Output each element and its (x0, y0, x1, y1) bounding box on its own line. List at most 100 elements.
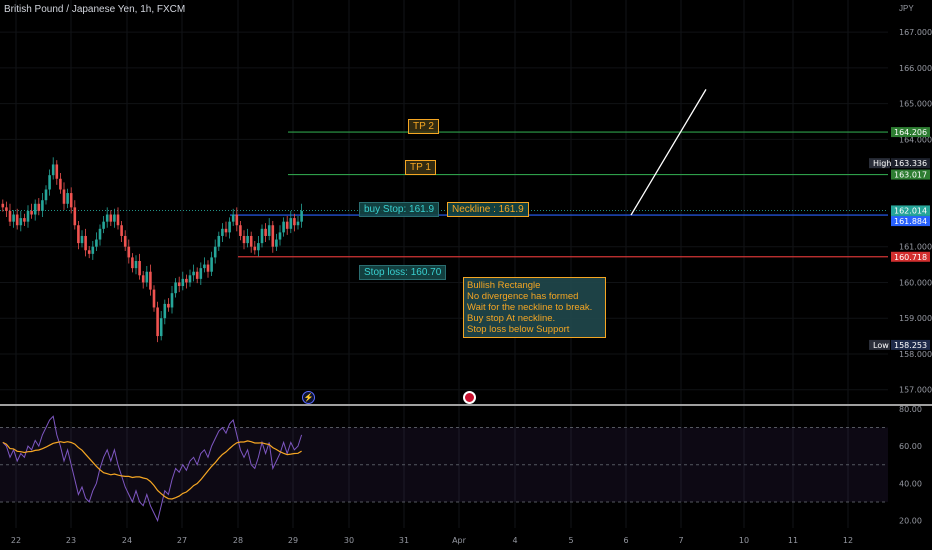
candle-body (206, 264, 210, 272)
rsi-tick-label: 40.00 (899, 479, 922, 488)
note-line: Buy stop At neckline. (467, 313, 556, 324)
candle-body (275, 239, 278, 247)
candle-body (131, 257, 134, 269)
time-tick-label: 22 (11, 536, 21, 545)
price-tick-label: 158.000 (899, 350, 932, 359)
time-tick-label: 29 (288, 536, 298, 545)
candle-body (228, 221, 231, 233)
price-tick-label: 157.000 (899, 386, 932, 395)
note-line: No divergence has formed (467, 291, 579, 302)
stop-loss-price-badge-bg (891, 251, 930, 262)
time-tick-label: 10 (739, 536, 749, 545)
flash-icon[interactable]: ⚡ (302, 391, 315, 404)
time-tick-label: 24 (122, 536, 132, 545)
price-axis-badges: 164.206High163.336163.017162.01455:47161… (869, 127, 930, 350)
candle-body (138, 260, 141, 276)
time-tick-label: 12 (843, 536, 853, 545)
candle-body (69, 193, 73, 208)
price-tick-label: 161.000 (899, 243, 932, 252)
tp1-label[interactable]: TP 1 (405, 160, 436, 175)
note-line: Stop loss below Support (467, 324, 570, 335)
tp1-price-badge: 163.017 (894, 171, 927, 180)
candle-body (300, 210, 303, 222)
currency-label: JPY (899, 4, 914, 13)
time-tick-label: 23 (66, 536, 76, 545)
candle-body (159, 318, 163, 337)
candle-body (210, 257, 213, 272)
time-tick-label: 28 (233, 536, 243, 545)
price-axis[interactable]: 167.000 166.000 165.000 164.000 161.000 160.0… (899, 28, 932, 525)
rsi-tick-label: 80.00 (899, 405, 922, 414)
candle-body (8, 210, 12, 222)
candle-body (293, 218, 296, 226)
candle-body (30, 210, 33, 215)
time-tick-label: 7 (678, 536, 683, 545)
candle-body (239, 225, 242, 236)
rsi-series (2, 415, 303, 523)
candle-body (217, 235, 221, 247)
candle-body (221, 228, 224, 236)
candle-body (235, 214, 239, 226)
note-line: Wait for the neckline to break. (467, 302, 593, 313)
high-price-badge-bg (891, 158, 930, 169)
candle-body (156, 307, 159, 337)
grid (0, 0, 888, 528)
neckline-price-badge-bg (891, 216, 930, 227)
candle-body (84, 235, 87, 251)
time-tick-label: 11 (788, 536, 798, 545)
candle-body (224, 228, 228, 233)
candle-body (109, 214, 113, 222)
candle-body (264, 228, 267, 236)
candle-body (282, 221, 285, 233)
high-tag-bg (869, 158, 890, 169)
neckline-label[interactable]: Neckline : 161.9 (447, 202, 529, 217)
candle-body (289, 218, 293, 229)
candle-body (188, 275, 192, 283)
level-lines (0, 89, 888, 258)
price-tick-label: 166.000 (899, 64, 932, 73)
candle-body (62, 189, 66, 204)
candle-body (260, 228, 264, 244)
buy-stop-label[interactable]: buy Stop: 161.9 (359, 202, 440, 217)
time-tick-label: 31 (399, 536, 409, 545)
candle-body (26, 210, 30, 222)
candle-body (120, 225, 123, 236)
candle-body (242, 235, 246, 244)
candle-body (181, 278, 185, 287)
candle-body (5, 207, 8, 211)
low-price-badge-bg (891, 339, 930, 350)
candle-body (192, 271, 195, 276)
candle-body (152, 289, 156, 308)
note-line: Bullish Rectangle (467, 280, 541, 291)
candle-body (15, 214, 19, 226)
stop-loss-label[interactable]: Stop loss: 160.70 (359, 265, 447, 280)
candle-body (77, 225, 80, 244)
candle-body (145, 271, 149, 283)
candle-body (271, 225, 275, 247)
candle-body (33, 203, 37, 215)
pane-separator[interactable] (0, 404, 932, 406)
candle-body (44, 189, 48, 201)
candle-body (296, 221, 300, 226)
economic-event-icon[interactable] (463, 391, 476, 404)
symbol-title[interactable]: British Pound / Japanese Yen, 1h, FXCM (4, 4, 186, 15)
stop-loss-price-badge: 160.718 (894, 253, 927, 262)
candle-body (66, 193, 69, 204)
tp2-label[interactable]: TP 2 (408, 119, 439, 134)
candle-body (73, 207, 77, 226)
candle-body (285, 221, 289, 229)
candle-body (48, 175, 51, 190)
time-axis[interactable]: 22 23 24 27 28 29 30 31 Apr 4 5 6 7 10 11 12 (11, 536, 853, 545)
candle-body (253, 246, 257, 251)
current-price-badge-bg (891, 205, 930, 216)
analysis-note[interactable]: Bullish Rectangle No divergence has form… (463, 277, 606, 338)
candle-body (19, 218, 23, 226)
candle-body (249, 235, 253, 247)
candle-body (95, 239, 98, 247)
time-tick-label: 6 (623, 536, 628, 545)
low-tag-bg (869, 339, 890, 350)
candle-body (51, 164, 55, 176)
candle-body (12, 214, 15, 222)
candle-body (59, 178, 62, 190)
